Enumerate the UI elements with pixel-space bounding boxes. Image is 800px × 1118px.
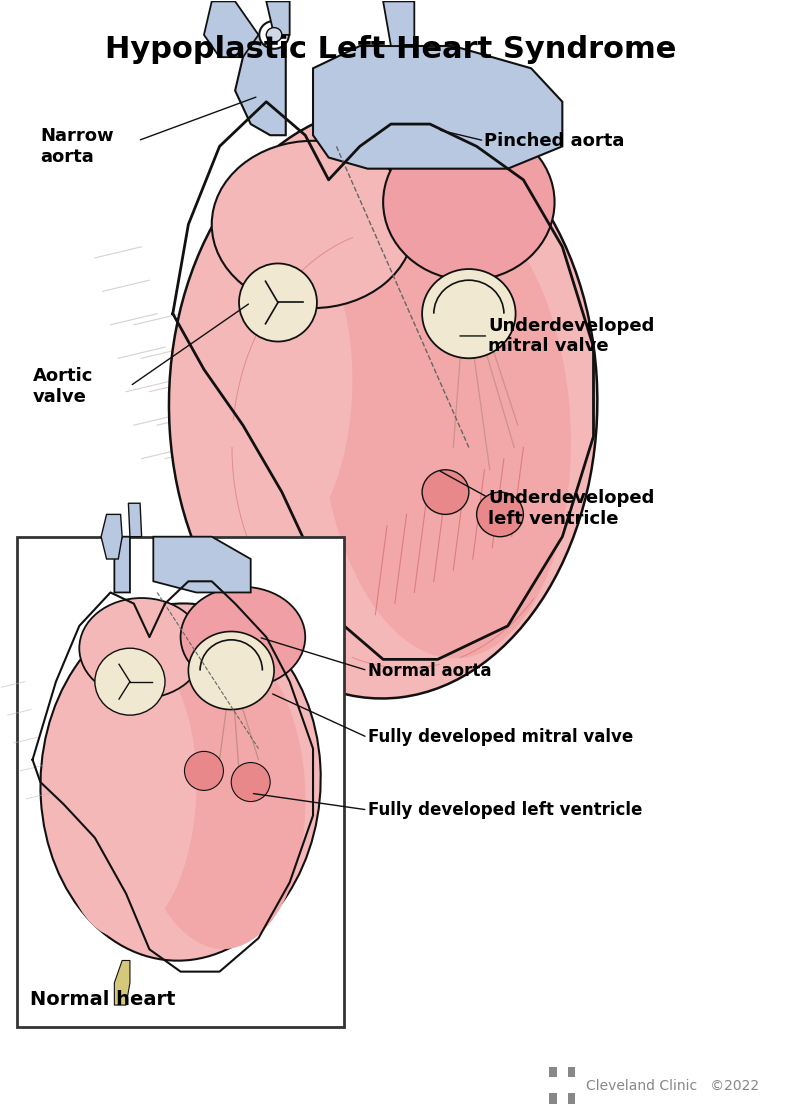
Ellipse shape: [422, 269, 515, 358]
Ellipse shape: [239, 264, 317, 341]
Ellipse shape: [320, 192, 571, 659]
Text: Cleveland Clinic   ©2022: Cleveland Clinic ©2022: [586, 1079, 759, 1092]
FancyBboxPatch shape: [550, 1093, 557, 1105]
Ellipse shape: [259, 21, 289, 49]
Text: Normal aorta: Normal aorta: [367, 662, 491, 680]
Polygon shape: [114, 960, 130, 1005]
Text: Aortic
valve: Aortic valve: [33, 367, 93, 406]
Ellipse shape: [266, 28, 282, 42]
Polygon shape: [235, 35, 286, 135]
FancyBboxPatch shape: [568, 1093, 575, 1105]
Ellipse shape: [231, 762, 270, 802]
Ellipse shape: [212, 141, 414, 309]
FancyBboxPatch shape: [17, 537, 344, 1027]
Ellipse shape: [169, 107, 598, 699]
Ellipse shape: [422, 470, 469, 514]
Ellipse shape: [79, 598, 204, 699]
Ellipse shape: [41, 604, 321, 960]
Ellipse shape: [188, 632, 274, 710]
FancyBboxPatch shape: [568, 1067, 575, 1078]
Text: Hypoplastic Left Heart Syndrome: Hypoplastic Left Heart Syndrome: [106, 35, 677, 64]
Text: Underdeveloped
mitral valve: Underdeveloped mitral valve: [488, 316, 654, 356]
Text: Fully developed mitral valve: Fully developed mitral valve: [367, 729, 633, 747]
Polygon shape: [383, 1, 414, 46]
Polygon shape: [204, 1, 258, 57]
Text: Pinched aorta: Pinched aorta: [485, 132, 625, 150]
Text: Narrow
aorta: Narrow aorta: [40, 127, 114, 165]
Ellipse shape: [211, 236, 352, 548]
Polygon shape: [114, 537, 130, 593]
Text: Fully developed left ventricle: Fully developed left ventricle: [367, 800, 642, 818]
Polygon shape: [266, 1, 290, 35]
Text: Underdeveloped
left ventricle: Underdeveloped left ventricle: [488, 490, 654, 528]
Ellipse shape: [95, 648, 165, 716]
Ellipse shape: [56, 648, 197, 938]
Polygon shape: [313, 46, 562, 169]
Ellipse shape: [134, 637, 306, 949]
Text: Normal heart: Normal heart: [30, 991, 175, 1010]
Polygon shape: [101, 514, 122, 559]
Ellipse shape: [181, 587, 306, 688]
Ellipse shape: [477, 492, 523, 537]
Polygon shape: [128, 503, 142, 537]
FancyBboxPatch shape: [550, 1067, 557, 1078]
Ellipse shape: [185, 751, 223, 790]
Polygon shape: [250, 637, 298, 727]
Polygon shape: [154, 537, 250, 593]
Ellipse shape: [383, 124, 554, 281]
